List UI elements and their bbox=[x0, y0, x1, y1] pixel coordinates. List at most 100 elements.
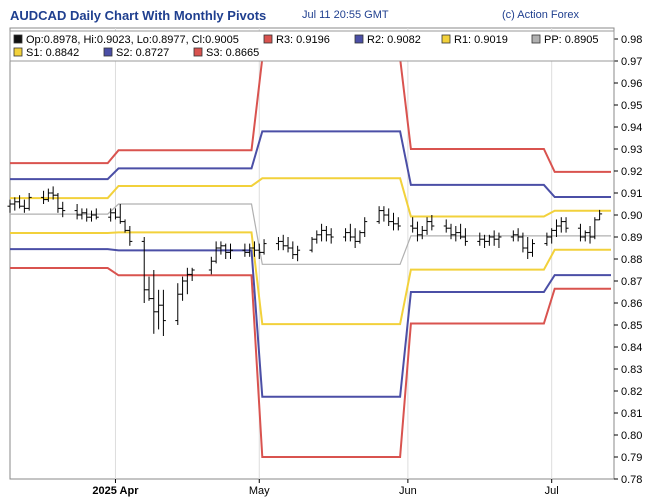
ohlc-bar bbox=[386, 208, 392, 226]
ohlc-bar bbox=[563, 217, 569, 233]
ohlc-bar bbox=[390, 212, 396, 231]
legend-label-r3: R3: 0.9196 bbox=[276, 34, 330, 46]
ohlc-bar bbox=[184, 267, 190, 295]
ohlc-bar bbox=[228, 243, 234, 259]
y-tick-label: 0.93 bbox=[621, 144, 642, 156]
ohlc-bar bbox=[88, 210, 94, 222]
ohlc-bar bbox=[208, 256, 214, 275]
y-tick-label: 0.94 bbox=[621, 122, 642, 134]
ohlc-legend-swatch bbox=[13, 34, 23, 44]
y-tick-label: 0.83 bbox=[621, 364, 642, 376]
ohlc-bar bbox=[592, 217, 598, 240]
ohlc-bar bbox=[525, 237, 531, 259]
legend-label-s1: S1: 0.8842 bbox=[26, 47, 79, 59]
ohlc-bar bbox=[462, 228, 468, 246]
pivot-line-r2 bbox=[10, 130, 611, 198]
legend-swatch-s2 bbox=[103, 47, 113, 57]
y-tick-label: 0.87 bbox=[621, 276, 642, 288]
ohlc-bar bbox=[577, 223, 583, 242]
ohlc-bar bbox=[180, 276, 186, 301]
ohlc-bar bbox=[491, 230, 497, 246]
ohlc-bar bbox=[352, 228, 358, 248]
ohlc-bar bbox=[79, 208, 85, 220]
ohlc-bar bbox=[443, 219, 449, 233]
y-tick-label: 0.89 bbox=[621, 232, 642, 244]
y-tick-label: 0.80 bbox=[621, 430, 642, 442]
ohlc-bar bbox=[160, 289, 166, 336]
ohlc-bar bbox=[108, 208, 114, 222]
ohlc-bar bbox=[127, 226, 133, 246]
y-tick-label: 0.84 bbox=[621, 342, 642, 354]
ohlc-bar bbox=[117, 204, 123, 224]
ohlc-bar bbox=[141, 237, 147, 303]
ohlc-bar bbox=[424, 217, 430, 235]
ohlc-bar bbox=[93, 208, 99, 220]
ohlc-bar bbox=[45, 188, 51, 202]
ohlc-bar bbox=[597, 209, 603, 221]
ohlc-bar bbox=[146, 276, 152, 301]
ohlc-bar bbox=[256, 243, 262, 259]
y-tick-label: 0.81 bbox=[621, 408, 642, 420]
ohlc-bar bbox=[21, 199, 27, 213]
ohlc-bar bbox=[50, 186, 56, 200]
chart-credit: (c) Action Forex bbox=[502, 9, 580, 21]
ohlc-bar bbox=[381, 206, 387, 222]
pivot-line-r1 bbox=[10, 177, 611, 218]
ohlc-bar bbox=[319, 223, 325, 242]
ohlc-bar bbox=[419, 226, 425, 240]
ohlc-bar bbox=[280, 234, 286, 251]
y-tick-label: 0.92 bbox=[621, 166, 642, 178]
ohlc-bar bbox=[347, 223, 353, 242]
chart-title: AUDCAD Daily Chart With Monthly Pivots bbox=[10, 8, 267, 23]
y-axis: 0.78 0.79 0.80 0.81 0.82 0.83 0.84 0.85 0.86 0.87… bbox=[614, 34, 642, 486]
y-tick-label: 0.79 bbox=[621, 452, 642, 464]
ohlc-bar bbox=[223, 243, 229, 259]
ohlc-bar bbox=[218, 241, 224, 255]
ohlc-bar bbox=[17, 195, 23, 209]
ohlc-bar bbox=[544, 232, 550, 246]
legend: Op:0.8978, Hi:0.9023, Lo:0.8977, Cl:0.90… bbox=[9, 30, 615, 62]
ohlc-legend-label: Op:0.8978, Hi:0.9023, Lo:0.8977, Cl:0.90… bbox=[26, 34, 239, 46]
ohlc-bar bbox=[41, 190, 47, 204]
y-tick-label: 0.97 bbox=[621, 56, 642, 68]
chart-date: Jul 11 20:55 GMT bbox=[302, 9, 389, 21]
x-tick-label: 2025 Apr bbox=[92, 485, 139, 497]
ohlc-bar bbox=[395, 217, 401, 231]
ohlc-bar bbox=[242, 243, 248, 257]
y-tick-label: 0.88 bbox=[621, 254, 642, 266]
pivot-line-s1 bbox=[10, 231, 611, 326]
ohlc-bar bbox=[323, 226, 329, 242]
ohlc-bar bbox=[549, 228, 555, 244]
ohlc-bar bbox=[429, 215, 435, 231]
ohlc-bar bbox=[290, 241, 296, 259]
plot-area bbox=[9, 27, 615, 480]
ohlc-bar bbox=[587, 226, 593, 244]
y-tick-label: 0.85 bbox=[621, 320, 642, 332]
ohlc-bar bbox=[213, 241, 219, 264]
ohlc-bar bbox=[60, 201, 66, 218]
x-axis: 2025 Apr May Jun Jul bbox=[92, 479, 559, 497]
legend-label-pp: PP: 0.8905 bbox=[544, 34, 598, 46]
legend-swatch-r3 bbox=[263, 34, 273, 44]
ohlc-bar bbox=[295, 245, 301, 262]
legend-swatch-s3 bbox=[193, 47, 203, 57]
y-tick-label: 0.82 bbox=[621, 386, 642, 398]
pivot-line-s3 bbox=[10, 267, 611, 458]
legend-swatch-r1 bbox=[441, 34, 451, 44]
pivot-line-s2 bbox=[10, 248, 611, 398]
y-tick-label: 0.91 bbox=[621, 188, 642, 200]
ohlc-bar bbox=[458, 223, 464, 240]
ohlc-bar bbox=[496, 232, 502, 248]
ohlc-bar bbox=[553, 219, 559, 237]
legend-label-r2: R2: 0.9082 bbox=[367, 34, 421, 46]
ohlc-bar bbox=[151, 270, 157, 334]
ohlc-bar bbox=[285, 237, 291, 253]
ohlc-bar bbox=[261, 239, 267, 255]
ohlc-bar bbox=[175, 283, 181, 325]
ohlc-bar bbox=[251, 241, 257, 257]
y-tick-label: 0.95 bbox=[621, 100, 642, 112]
ohlc-bar bbox=[515, 228, 521, 242]
ohlc-bar bbox=[582, 230, 588, 242]
ohlc-bar bbox=[486, 234, 492, 246]
ohlc-bar bbox=[520, 232, 526, 253]
